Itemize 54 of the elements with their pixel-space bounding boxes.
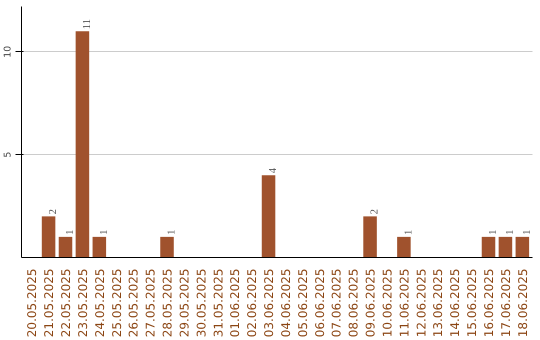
bar bbox=[516, 236, 530, 258]
x-tick-label: 14.06.2025 bbox=[448, 268, 462, 338]
x-tick-label: 22.05.2025 bbox=[58, 268, 73, 338]
x-tick-label: 30.05.2025 bbox=[194, 268, 208, 338]
data-label: 1 bbox=[522, 230, 533, 235]
x-tick-label: 11.06.2025 bbox=[397, 268, 412, 338]
x-tick-label: 01.06.2025 bbox=[228, 268, 242, 338]
x-tick-label: 25.05.2025 bbox=[110, 268, 124, 338]
data-label: 1 bbox=[403, 230, 414, 235]
bar bbox=[482, 236, 496, 258]
bar bbox=[42, 216, 56, 258]
x-tick-label: 26.05.2025 bbox=[126, 268, 141, 338]
x-tick-label: 06.06.2025 bbox=[312, 268, 327, 338]
x-tick-label: 27.05.2025 bbox=[144, 268, 158, 338]
bar bbox=[498, 236, 512, 258]
x-tick-label: 16.06.2025 bbox=[482, 268, 496, 338]
bar bbox=[262, 175, 276, 258]
bar bbox=[92, 236, 106, 258]
x-tick-label: 08.06.2025 bbox=[346, 268, 361, 338]
bar bbox=[397, 236, 411, 258]
data-label: 1 bbox=[166, 230, 178, 235]
data-label: 11 bbox=[82, 18, 93, 30]
data-label: 4 bbox=[268, 167, 280, 174]
bar bbox=[160, 236, 174, 258]
x-tick-label: 21.05.2025 bbox=[42, 268, 56, 338]
x-tick-label: 13.06.2025 bbox=[431, 268, 446, 338]
x-tick-label: 09.06.2025 bbox=[364, 268, 378, 338]
x-tick-label: 31.05.2025 bbox=[211, 268, 226, 338]
x-tick-label: 05.06.2025 bbox=[296, 268, 310, 338]
x-tick-label: 10.06.2025 bbox=[380, 268, 394, 338]
data-label: 1 bbox=[98, 230, 110, 235]
data-label: 2 bbox=[48, 209, 60, 214]
bar bbox=[76, 31, 90, 258]
bar bbox=[363, 216, 377, 258]
data-label: 1 bbox=[488, 230, 500, 235]
data-label: 1 bbox=[504, 230, 516, 235]
x-tick-label: 24.05.2025 bbox=[92, 268, 107, 338]
x-tick-label: 18.06.2025 bbox=[516, 268, 530, 338]
x-tick-label: 12.06.2025 bbox=[414, 268, 428, 338]
x-tick-label: 23.05.2025 bbox=[76, 268, 90, 338]
x-tick-label: 03.06.2025 bbox=[262, 268, 276, 338]
x-tick-label: 29.05.2025 bbox=[177, 268, 192, 338]
x-tick-label: 04.06.2025 bbox=[278, 268, 293, 338]
x-tick-label: 07.06.2025 bbox=[330, 268, 344, 338]
x-tick-label: 15.06.2025 bbox=[465, 268, 480, 338]
x-tick-label: 17.06.2025 bbox=[498, 268, 513, 338]
x-tick-label: 20.05.2025 bbox=[25, 268, 40, 338]
x-tick-label: 28.05.2025 bbox=[160, 268, 175, 338]
data-label: 2 bbox=[370, 209, 381, 214]
x-tick-label: 02.06.2025 bbox=[245, 268, 260, 338]
data-label: 1 bbox=[64, 230, 76, 235]
y-tick-label: 5 bbox=[2, 152, 14, 158]
y-tick-label: 10 bbox=[2, 46, 14, 58]
bar bbox=[58, 236, 72, 258]
